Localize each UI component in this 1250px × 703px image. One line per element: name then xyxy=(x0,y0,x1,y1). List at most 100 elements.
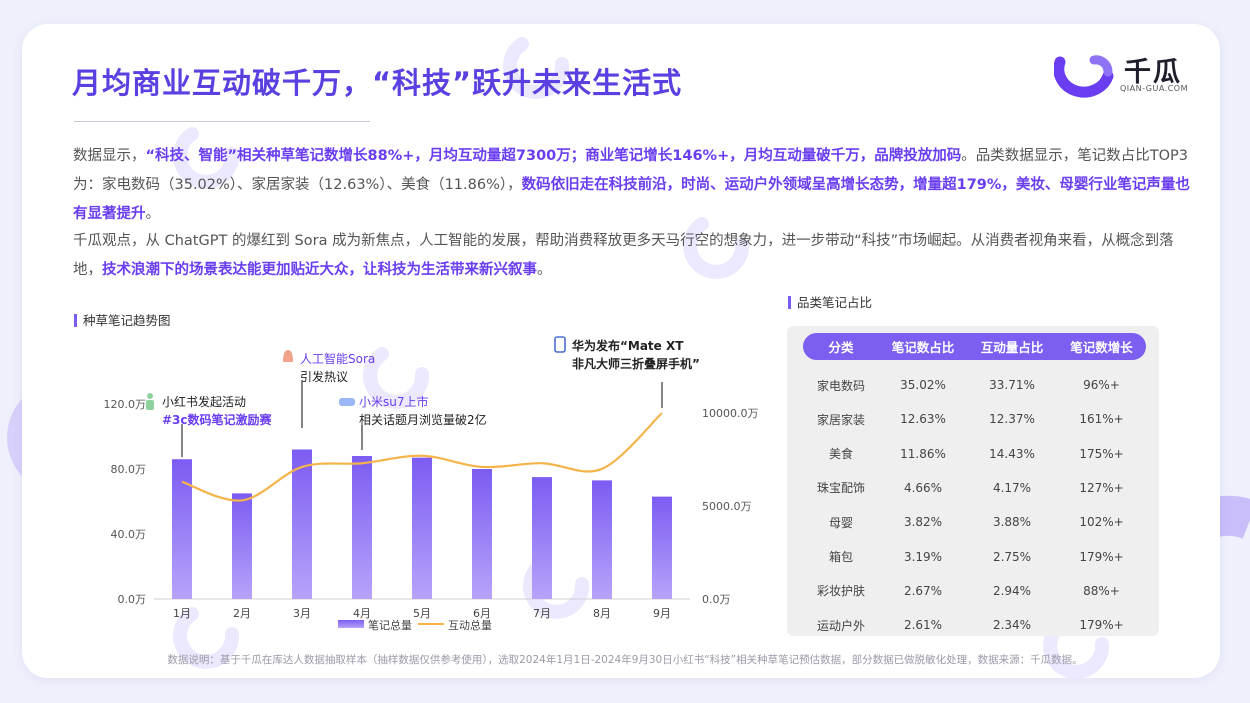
highlight-text: “科技、智能”相关种草笔记数增长88%+，月均互动量超7300万；商业笔记增长1… xyxy=(145,148,962,164)
cell-interaction-share: 2.34% xyxy=(992,618,1032,633)
cell-category: 珠宝配饰 xyxy=(816,481,865,496)
cell-category: 母婴 xyxy=(828,515,853,530)
cell-note-share: 4.66% xyxy=(903,480,943,495)
table-row: 母婴 3.82% 3.88% 102%+ xyxy=(803,505,1146,539)
bell-icon xyxy=(283,350,293,362)
cell-interaction-share: 2.94% xyxy=(992,583,1032,598)
interaction-line-series xyxy=(181,412,663,502)
cell-category: 家居家装 xyxy=(816,412,865,427)
cell-note-growth: 161%+ xyxy=(1079,412,1124,427)
person-icon xyxy=(146,400,154,410)
table-row: 家居家装 12.63% 12.37% 161%+ xyxy=(803,402,1146,436)
cell-note-share: 2.61% xyxy=(903,618,943,633)
title-divider xyxy=(74,121,370,122)
text-span: 。 xyxy=(145,206,161,222)
cell-note-share: 12.63% xyxy=(900,412,946,427)
logo-domain: QIAN-GUA.COM xyxy=(1120,84,1189,93)
bar-mark xyxy=(472,469,492,599)
header-note-growth: 笔记数增长 xyxy=(1070,340,1133,355)
x-tick-label: 2月 xyxy=(233,607,251,620)
category-table: 分类 笔记数占比 互动量占比 笔记数增长 家电数码 35.02% 33.71% 96%… xyxy=(787,326,1159,636)
bar-mark xyxy=(652,496,672,599)
bar-mark xyxy=(592,480,612,599)
y-right-tick-label: 0.0万 xyxy=(702,593,731,606)
cell-interaction-share: 14.43% xyxy=(989,446,1035,461)
cell-note-share: 3.82% xyxy=(903,515,943,530)
y-right-tick-label: 10000.0万 xyxy=(702,407,759,420)
text-span: 千瓜观点，从 ChatGPT 的爆红到 Sora 成为新焦点，人工智能的发展，帮… xyxy=(73,233,1174,278)
annotation-detail: 引发热议 xyxy=(300,369,348,384)
x-tick-label: 9月 xyxy=(653,607,671,620)
brand-logo: 千瓜 QIAN-GUA.COM xyxy=(1054,50,1194,100)
annotation-detail: #3c数码笔记激励赛 xyxy=(162,412,273,427)
header-category: 分类 xyxy=(828,340,854,355)
bar-mark xyxy=(232,493,252,599)
qiangua-logo-icon xyxy=(1054,55,1114,98)
x-tick-label: 6月 xyxy=(473,607,491,620)
cell-category: 箱包 xyxy=(828,550,853,564)
trend-chart: 0.0万 40.0万 80.0万 120.0万 0.0万 5000.0万 10000.0万 1… xyxy=(104,336,759,632)
logo-name: 千瓜 xyxy=(1124,57,1182,88)
y-left-tick-label: 40.0万 xyxy=(111,528,147,541)
annotation-title: 小米su7上市 xyxy=(359,394,429,409)
table-row: 美食 11.86% 14.43% 175%+ xyxy=(803,437,1146,471)
annotation-detail: 相关话题月浏览量破2亿 xyxy=(359,412,487,427)
cell-note-growth: 96%+ xyxy=(1083,378,1120,392)
slide-card: 月均商业互动破千万，“科技”跃升未来生活式 千瓜 QIAN-GUA.COM 数据… xyxy=(22,24,1220,678)
header-interaction-share: 互动量占比 xyxy=(980,340,1044,355)
cell-note-growth: 127%+ xyxy=(1079,480,1124,495)
table-row: 珠宝配饰 4.66% 4.17% 127%+ xyxy=(803,471,1146,505)
cell-interaction-share: 33.71% xyxy=(989,378,1035,392)
trend-chart-title-text: 种草笔记趋势图 xyxy=(83,313,171,328)
annotation-title: 华为发布“Mate XT xyxy=(572,338,684,353)
table-header: 分类 笔记数占比 互动量占比 笔记数增长 xyxy=(803,333,1146,360)
highlight-text: 技术浪潮下的场景表达能更加贴近大众，让科技为生活带来新兴叙事 xyxy=(102,262,537,278)
category-table-title-text: 品类笔记占比 xyxy=(797,295,873,310)
text-span: 。 xyxy=(537,262,552,278)
car-icon xyxy=(339,398,355,406)
legend-bar-swatch xyxy=(338,620,364,628)
y-left-tick-label: 0.0万 xyxy=(118,593,147,606)
y-left-tick-label: 120.0万 xyxy=(104,398,147,411)
cell-interaction-share: 3.88% xyxy=(992,515,1032,530)
y-left-tick-label: 80.0万 xyxy=(111,463,147,476)
cell-note-share: 35.02% xyxy=(900,378,946,392)
x-tick-label: 7月 xyxy=(533,607,551,620)
x-tick-label: 5月 xyxy=(413,607,431,620)
bar-mark xyxy=(292,449,312,599)
summary-paragraph-1: 数据显示，“科技、智能”相关种草笔记数增长88%+，月均互动量超7300万；商业… xyxy=(73,142,1193,229)
section-marker xyxy=(74,314,77,327)
bar-mark xyxy=(412,457,432,599)
bar-mark xyxy=(172,459,192,599)
cell-category: 美食 xyxy=(828,447,853,462)
category-table-title: 品类笔记占比 xyxy=(788,292,872,311)
legend-label: 笔记总量 xyxy=(368,618,412,632)
cell-interaction-share: 4.17% xyxy=(992,480,1032,495)
x-tick-label: 1月 xyxy=(173,607,191,620)
x-tick-label: 8月 xyxy=(593,607,611,620)
legend-label: 互动总量 xyxy=(448,618,492,632)
phone-icon xyxy=(554,336,566,353)
section-marker xyxy=(788,296,791,309)
cell-note-growth: 179%+ xyxy=(1079,549,1124,564)
cell-category: 运动户外 xyxy=(816,618,865,633)
cell-interaction-share: 12.37% xyxy=(989,412,1035,427)
annotation-title: 小红书发起活动 xyxy=(162,394,246,409)
highlight-text: 数码依旧走在科技前沿，时尚、运动户外领域呈高增长态势，增量超179%，美妆、母婴… xyxy=(73,177,1190,222)
cell-note-growth: 102%+ xyxy=(1079,515,1124,530)
cell-note-share: 2.67% xyxy=(903,583,943,598)
table-row: 家电数码 35.02% 33.71% 96%+ xyxy=(803,368,1146,402)
annotation-detail: 非凡大师三折叠屏手机” xyxy=(572,356,700,371)
cell-note-share: 3.19% xyxy=(903,549,943,564)
text-span: 数据显示， xyxy=(73,148,146,164)
header-note-share: 笔记数占比 xyxy=(891,340,955,355)
table-row: 彩妆护肤 2.67% 2.94% 88%+ xyxy=(803,574,1146,608)
cell-note-growth: 88%+ xyxy=(1083,583,1120,598)
x-tick-label: 3月 xyxy=(293,607,311,620)
cell-category: 彩妆护肤 xyxy=(816,584,865,599)
summary-paragraph-2: 千瓜观点，从 ChatGPT 的爆红到 Sora 成为新焦点，人工智能的发展，帮… xyxy=(73,227,1193,285)
annotation-title: 人工智能Sora xyxy=(300,351,375,366)
bar-mark xyxy=(352,456,372,599)
text-span: 。品类数据显示，笔记数占比TOP3为：家电数码（35.02%）、家居家装（12.… xyxy=(73,148,1188,193)
cell-category: 家电数码 xyxy=(816,378,865,393)
